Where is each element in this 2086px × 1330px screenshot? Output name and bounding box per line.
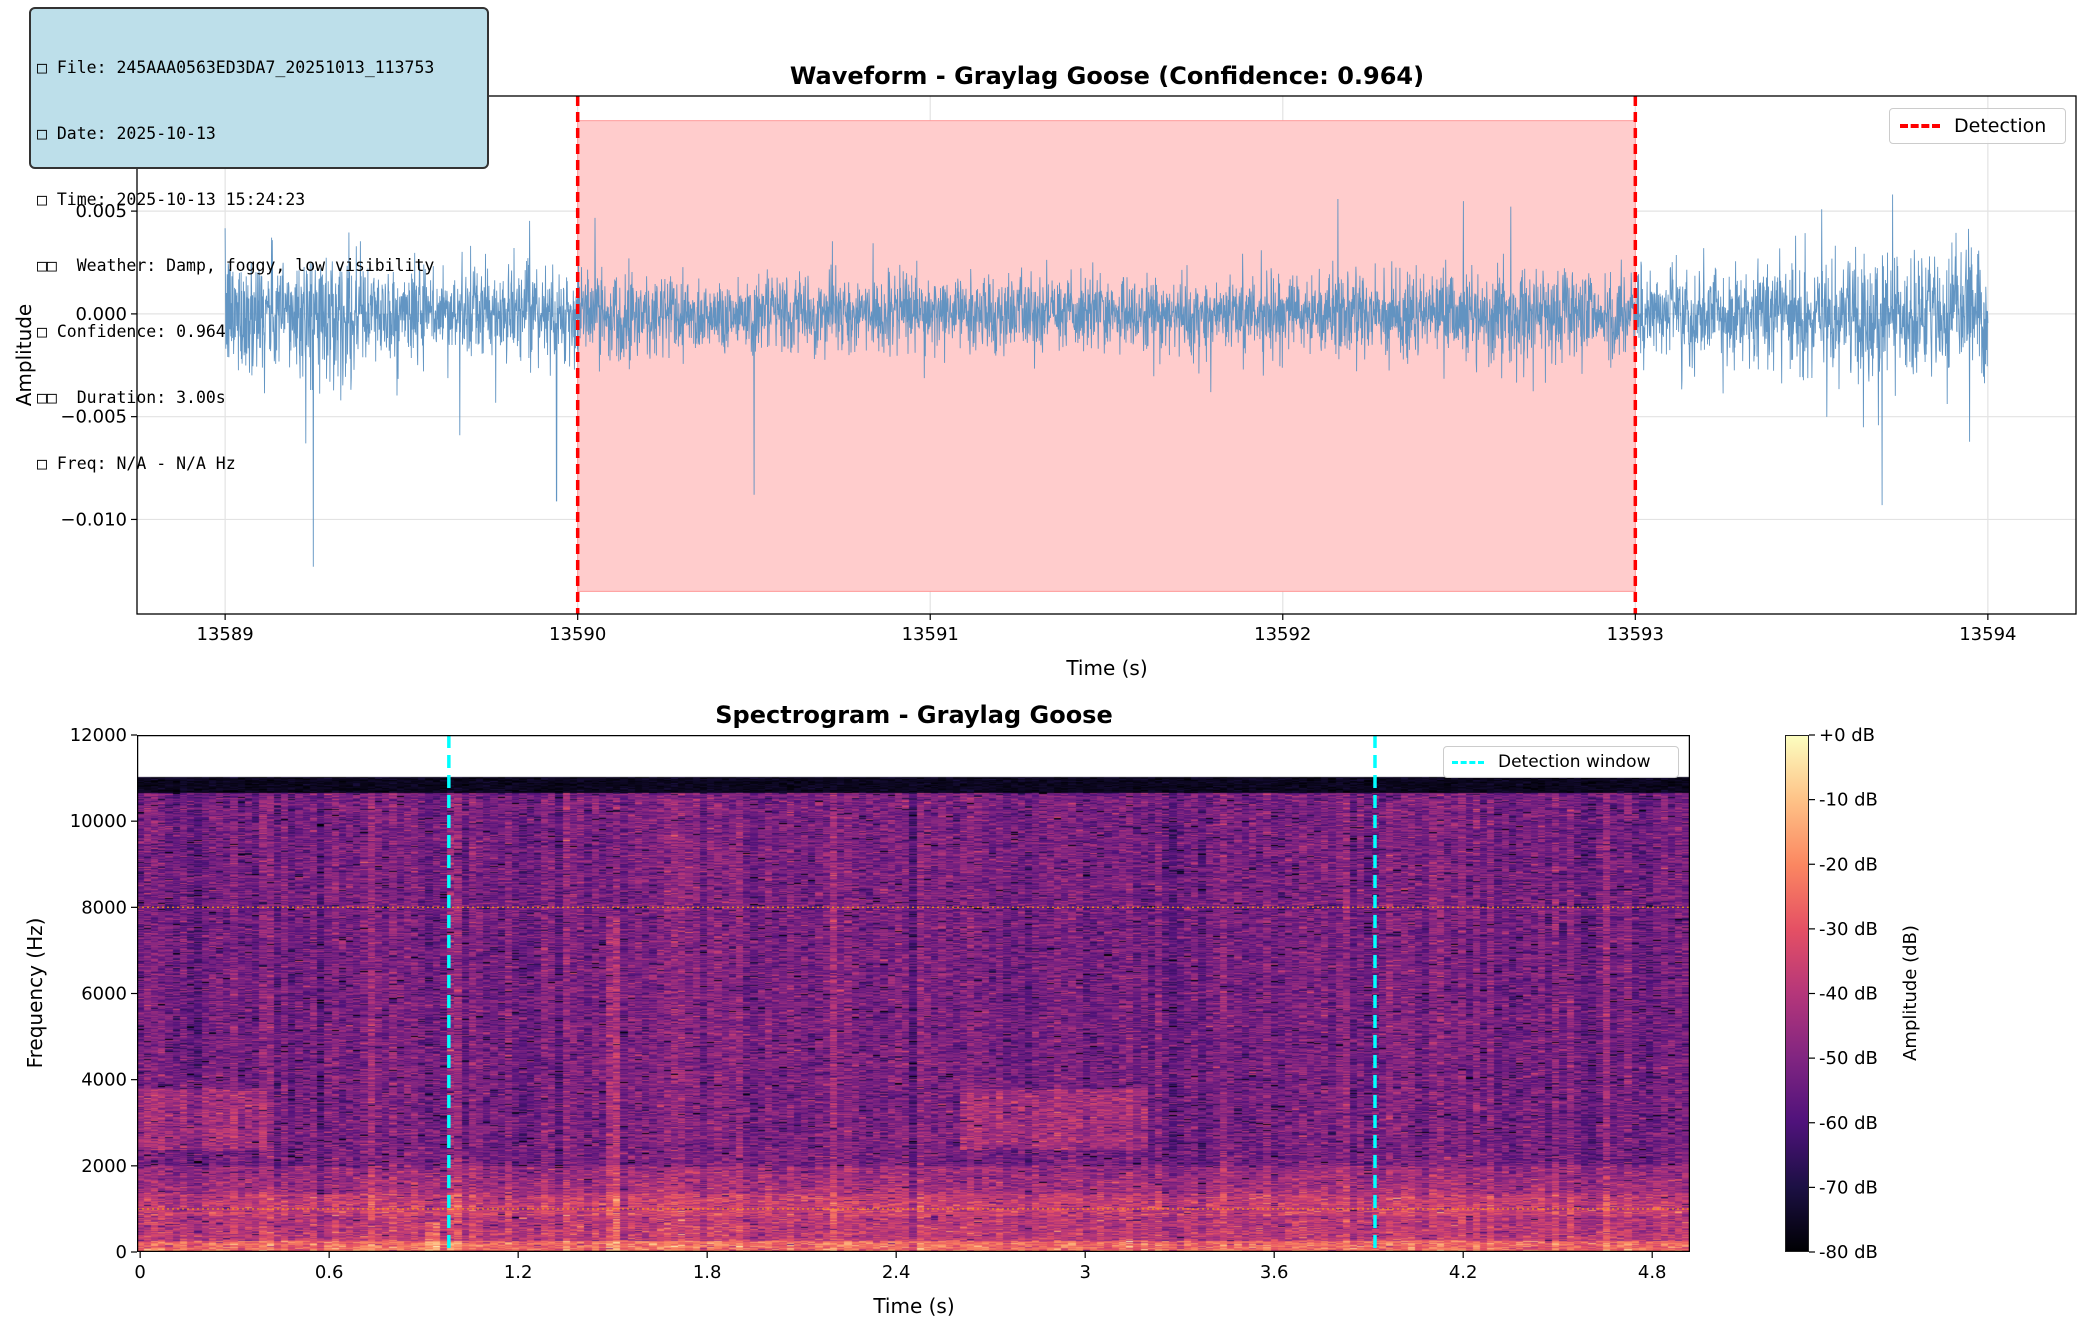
info-weather: □□ Weather: Damp, foggy, low visibility	[37, 256, 435, 275]
x-tick-label: 2.4	[882, 1262, 911, 1283]
x-tick-label: 0	[134, 1262, 145, 1283]
legend-detection-label: Detection	[1954, 115, 2047, 137]
spectrogram-frame	[137, 735, 1690, 1252]
colorbar-ticks: +0 dB -10 dB -20 dB -30 dB -40 dB -50 dB -60 d…	[1809, 725, 1878, 1263]
y-tick-label: 12000	[70, 725, 127, 746]
info-file: □ File: 245AAA0563ED3DA7_20251013_113753	[37, 58, 435, 77]
y-tick-label: 10000	[70, 811, 127, 832]
info-confidence: □ Confidence: 0.964	[37, 322, 226, 341]
x-tick-label: 0.6	[315, 1262, 344, 1283]
x-tick-label: 13593	[1607, 624, 1664, 645]
y-tick-label: 6000	[81, 984, 127, 1005]
info-time: □ Time: 2025-10-13 15:24:23	[37, 190, 306, 209]
info-date: □ Date: 2025-10-13	[37, 124, 216, 143]
waveform-ylabel: Amplitude	[12, 304, 36, 407]
colorbar-tick-label: +0 dB	[1819, 725, 1875, 746]
colorbar	[1785, 735, 1809, 1252]
colorbar-tick-label: -10 dB	[1819, 790, 1878, 811]
colorbar-label: Amplitude (dB)	[1900, 925, 1921, 1061]
y-tick-label: 0.000	[75, 304, 127, 325]
y-tick-label: 2000	[81, 1156, 127, 1177]
y-tick-label: 4000	[81, 1070, 127, 1091]
colorbar-tick-label: -50 dB	[1819, 1048, 1878, 1069]
y-tick-label: 0	[116, 1242, 127, 1263]
x-tick-label: 4.8	[1638, 1262, 1667, 1283]
y-tick-label: 8000	[81, 897, 127, 918]
info-duration: □□ Duration: 3.00s	[37, 388, 226, 407]
x-tick-label: 1.2	[504, 1262, 533, 1283]
waveform-xlabel: Time (s)	[1065, 656, 1147, 680]
x-tick-label: 1.8	[693, 1262, 722, 1283]
x-tick-label: 3.6	[1260, 1262, 1289, 1283]
x-tick-label: 13590	[549, 624, 606, 645]
colorbar-tick-label: -30 dB	[1819, 919, 1878, 940]
x-tick-label: 3	[1079, 1262, 1090, 1283]
info-box: □ File: 245AAA0563ED3DA7_20251013_113753…	[29, 7, 489, 473]
x-tick-label: 13589	[197, 624, 254, 645]
waveform-frame	[136, 95, 2077, 615]
colorbar-tick-label: -40 dB	[1819, 984, 1878, 1005]
colorbar-tick-label: -20 dB	[1819, 854, 1878, 875]
legend-detection-window-label: Detection window	[1498, 752, 1651, 772]
x-tick-label: 13594	[1959, 624, 2016, 645]
spectrogram-axes: 0 0.6 1.2 1.8 2.4 3 3.6 4.2 4.8 0 2000 4000 6000 8000…	[70, 725, 1667, 1283]
x-tick-label: 4.2	[1449, 1262, 1478, 1283]
spectrogram-legend: Detection window	[1443, 746, 1679, 778]
y-tick-label: −0.005	[60, 407, 127, 428]
detection-line-swatch	[1900, 124, 1940, 128]
spectrogram-overlay	[137, 735, 1690, 1252]
x-tick-label: 13592	[1254, 624, 1311, 645]
waveform-axes: 13589 13590 13591 13592 13593 13594 −0.010 −0.0…	[60, 95, 2077, 645]
waveform-title: Waveform - Graylag Goose (Confidence: 0.…	[790, 62, 1424, 90]
waveform-legend: Detection	[1889, 108, 2066, 144]
colorbar-tick-label: -80 dB	[1819, 1242, 1878, 1263]
waveform-line	[224, 194, 1989, 567]
spectrogram-image	[137, 735, 1690, 1252]
y-tick-label: 0.005	[75, 201, 127, 222]
colorbar-tick-label: -70 dB	[1819, 1177, 1878, 1198]
info-frequency: □ Freq: N/A - N/A Hz	[37, 454, 236, 473]
spectrogram-xlabel: Time (s)	[872, 1294, 954, 1318]
colorbar-tick-label: -60 dB	[1819, 1113, 1878, 1134]
y-tick-label: −0.010	[60, 509, 127, 530]
spectrogram-title: Spectrogram - Graylag Goose	[715, 701, 1113, 729]
detection-window-swatch	[1452, 760, 1484, 764]
spectrogram-ylabel: Frequency (Hz)	[23, 918, 47, 1069]
x-tick-label: 13591	[902, 624, 959, 645]
